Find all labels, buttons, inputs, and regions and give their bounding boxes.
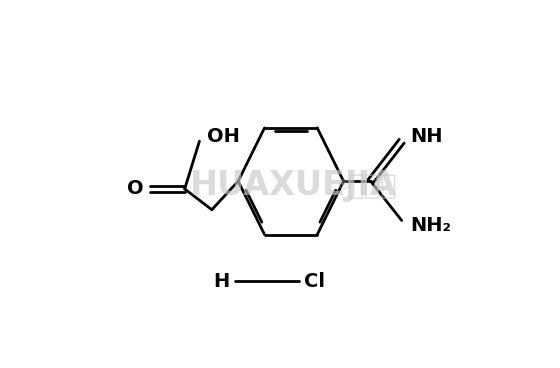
Text: O: O	[127, 180, 143, 198]
Text: 化学加: 化学加	[347, 172, 398, 200]
Text: OH: OH	[207, 127, 240, 146]
Text: ®: ®	[337, 179, 351, 193]
Text: NH₂: NH₂	[410, 216, 451, 235]
Text: H: H	[213, 272, 229, 291]
Text: NH: NH	[410, 127, 443, 146]
Text: Cl: Cl	[304, 272, 325, 291]
Text: HUAXUEJIA: HUAXUEJIA	[190, 169, 397, 202]
